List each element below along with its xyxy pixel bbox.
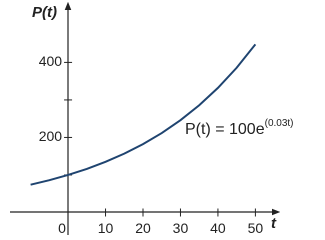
x-tick-label: 50 <box>248 220 264 236</box>
x-tick-label: 10 <box>98 220 114 236</box>
annotation-text: P(t) = 100e <box>185 121 265 138</box>
annotation-superscript: (0.03t) <box>265 118 294 129</box>
curve <box>30 43 257 186</box>
x-tick-label: 40 <box>210 220 226 236</box>
x-axis-label: t <box>271 215 277 232</box>
y-tick-label: 200 <box>39 128 63 144</box>
y-tick-label: 400 <box>39 53 63 69</box>
annotation: P(t) = 100e(0.03t) <box>185 118 294 139</box>
x-tick-label: 30 <box>173 220 189 236</box>
x-tick-label: 0 <box>58 220 66 236</box>
y-axis-label: P(t) <box>32 4 57 21</box>
x-tick-label: 20 <box>135 220 151 236</box>
